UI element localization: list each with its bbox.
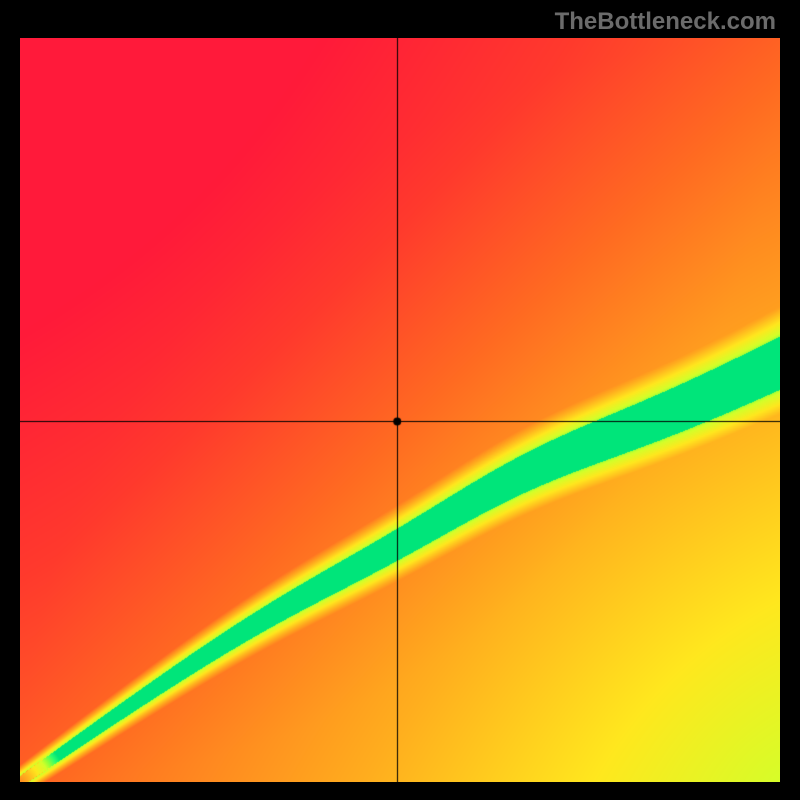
bottleneck-heatmap bbox=[20, 38, 780, 782]
chart-container: TheBottleneck.com bbox=[0, 0, 800, 800]
watermark-text: TheBottleneck.com bbox=[555, 8, 776, 36]
